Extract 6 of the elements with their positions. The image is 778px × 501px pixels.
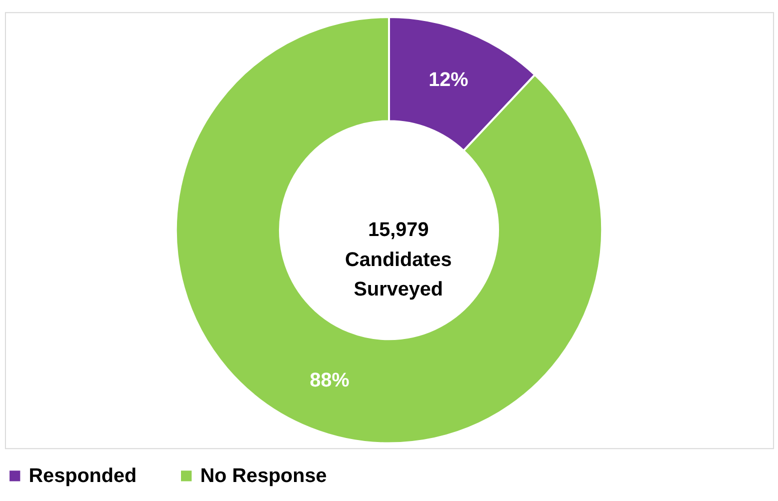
legend-label: Responded — [28, 464, 137, 487]
text: 15,979 Candidates Surveyed — [345, 219, 452, 301]
data-label: 88% — [310, 369, 350, 392]
data-label: 12% — [428, 68, 469, 91]
donut-slice — [175, 16, 603, 444]
legend-label: No Response — [200, 464, 327, 487]
